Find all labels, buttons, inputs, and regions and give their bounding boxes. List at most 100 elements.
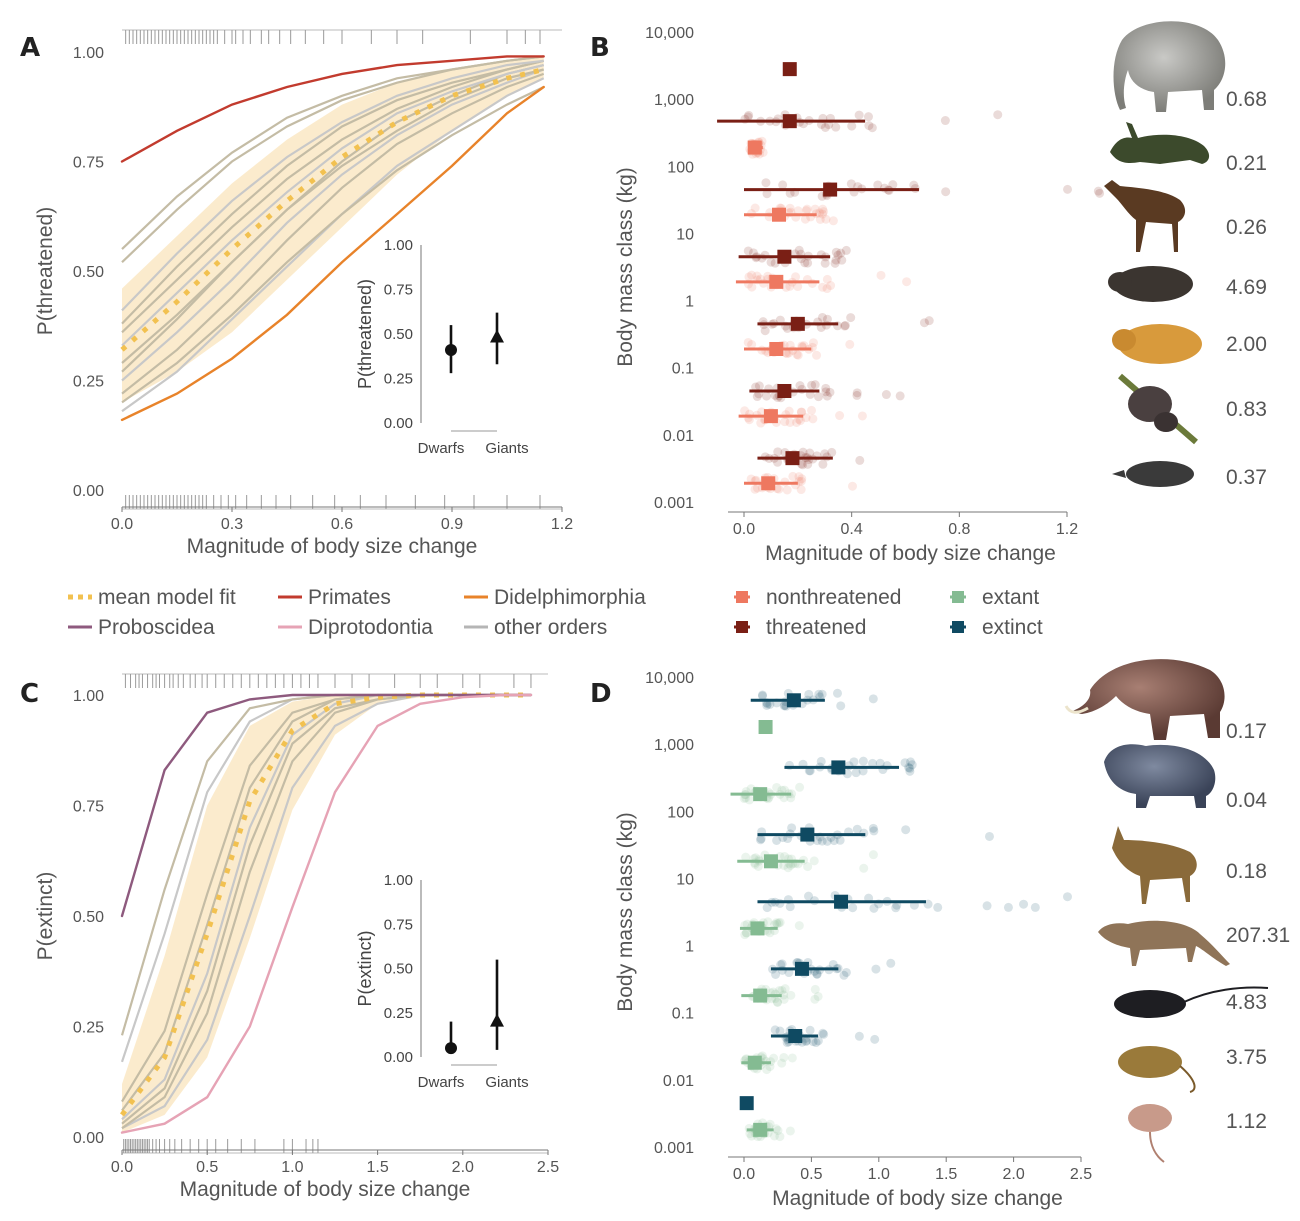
raw-point bbox=[757, 690, 767, 700]
raw-point bbox=[774, 918, 784, 928]
raw-point bbox=[812, 350, 822, 360]
confidence-band bbox=[122, 56, 544, 403]
summary-point-extant bbox=[750, 921, 765, 936]
raw-point bbox=[801, 413, 811, 423]
raw-point bbox=[847, 121, 857, 131]
raw-point bbox=[741, 928, 751, 938]
series-line-mean-model-fit bbox=[120, 67, 545, 352]
raw-point bbox=[807, 380, 817, 390]
y-tick-label: 1,000 bbox=[654, 92, 694, 109]
raw-point bbox=[739, 794, 749, 804]
legend-key-square bbox=[736, 621, 748, 633]
summary-point-extant bbox=[753, 1122, 768, 1137]
raw-point bbox=[762, 700, 772, 710]
x-tick-label: 2.0 bbox=[452, 1159, 474, 1176]
thylacine-icon bbox=[1098, 920, 1230, 966]
raw-point bbox=[743, 112, 753, 122]
raw-point bbox=[859, 863, 869, 873]
y-tick-label: 0.75 bbox=[73, 799, 104, 816]
x-tick-label: 2.0 bbox=[1002, 1166, 1024, 1183]
summary-point-threatened bbox=[823, 182, 838, 197]
raw-point bbox=[747, 270, 757, 280]
y-tick-label: 1.00 bbox=[73, 688, 104, 705]
raw-point bbox=[804, 891, 814, 901]
species-value: 0.83 bbox=[1226, 398, 1267, 421]
raw-point bbox=[818, 282, 828, 292]
raw-point bbox=[826, 281, 836, 291]
raw-point bbox=[752, 392, 762, 402]
raw-point bbox=[793, 350, 803, 360]
summary-point-extant bbox=[753, 988, 768, 1003]
raw-point bbox=[804, 689, 814, 699]
shrew-icon bbox=[1112, 461, 1194, 487]
raw-point bbox=[851, 768, 861, 778]
raw-point bbox=[831, 247, 841, 257]
raw-point bbox=[906, 757, 916, 767]
series-line-didelphimorphia bbox=[120, 85, 545, 422]
species-value: 0.26 bbox=[1226, 216, 1267, 239]
raw-point bbox=[770, 1025, 780, 1035]
raw-point bbox=[907, 760, 917, 770]
x-tick-label: 0.5 bbox=[196, 1159, 218, 1176]
raw-point bbox=[783, 834, 793, 844]
inset-y-tick-label: 0.25 bbox=[384, 371, 413, 388]
raw-point bbox=[741, 793, 751, 803]
raw-point bbox=[786, 860, 796, 870]
raw-point bbox=[755, 835, 765, 845]
x-tick-label: 1.5 bbox=[366, 1159, 388, 1176]
raw-point bbox=[796, 407, 806, 417]
raw-point bbox=[1019, 899, 1029, 909]
raw-point bbox=[779, 701, 789, 711]
mouse-icon bbox=[1118, 1046, 1196, 1093]
raw-point bbox=[836, 701, 846, 711]
raw-point bbox=[769, 1131, 779, 1141]
raw-point bbox=[855, 455, 865, 465]
raw-point bbox=[753, 861, 763, 871]
raw-point bbox=[886, 958, 896, 968]
raw-point bbox=[904, 763, 914, 773]
raw-point bbox=[829, 836, 839, 846]
deer-icon bbox=[1104, 180, 1186, 252]
inset-y-tick-label: 0.25 bbox=[384, 1005, 413, 1022]
raw-point bbox=[868, 758, 878, 768]
legend-label: mean model fit bbox=[98, 586, 236, 609]
rodent-icon bbox=[1108, 266, 1193, 302]
raw-point bbox=[770, 390, 780, 400]
summary-point-threatened bbox=[777, 383, 792, 398]
summary-point-extinct bbox=[800, 827, 815, 842]
species-value: 2.00 bbox=[1226, 333, 1267, 356]
raw-point bbox=[902, 277, 912, 287]
raw-point bbox=[1003, 902, 1013, 912]
raw-point bbox=[982, 901, 992, 911]
raw-point bbox=[1095, 188, 1105, 198]
species-illustrations-b bbox=[1104, 21, 1226, 487]
sloth-icon bbox=[1118, 373, 1198, 445]
raw-point bbox=[812, 836, 822, 846]
raw-point bbox=[801, 206, 811, 216]
raw-point bbox=[941, 187, 951, 197]
raw-point bbox=[814, 689, 824, 699]
raw-point bbox=[754, 381, 764, 391]
raw-point bbox=[852, 824, 862, 834]
raw-point bbox=[870, 1034, 880, 1044]
raw-point bbox=[792, 417, 802, 427]
raw-point bbox=[787, 823, 797, 833]
species-value: 0.68 bbox=[1226, 88, 1267, 111]
panel-d: 0.001 0.01 0.1 1 10 100 1,000 10,000 Body mass c… bbox=[614, 670, 1290, 1210]
legend-key-square bbox=[952, 621, 964, 633]
raw-point bbox=[810, 984, 820, 994]
raw-point bbox=[800, 258, 810, 268]
x-tick-label: 0.6 bbox=[331, 516, 353, 533]
series-line-primates bbox=[120, 55, 545, 163]
summary-point-nonthreatened bbox=[769, 341, 784, 356]
summary-point-extant bbox=[753, 787, 768, 802]
raw-point bbox=[815, 214, 825, 224]
raw-point bbox=[779, 860, 789, 870]
raw-point bbox=[830, 258, 840, 268]
raw-point bbox=[864, 121, 874, 131]
legend-label: Diprotodontia bbox=[308, 616, 433, 639]
raw-point bbox=[772, 835, 782, 845]
raw-point bbox=[776, 960, 786, 970]
raw-point bbox=[765, 928, 775, 938]
panel-a: 0.00 0.25 0.50 0.75 1.00 0.0 0.3 0.6 0.9 1.2 Magni… bbox=[34, 29, 573, 558]
